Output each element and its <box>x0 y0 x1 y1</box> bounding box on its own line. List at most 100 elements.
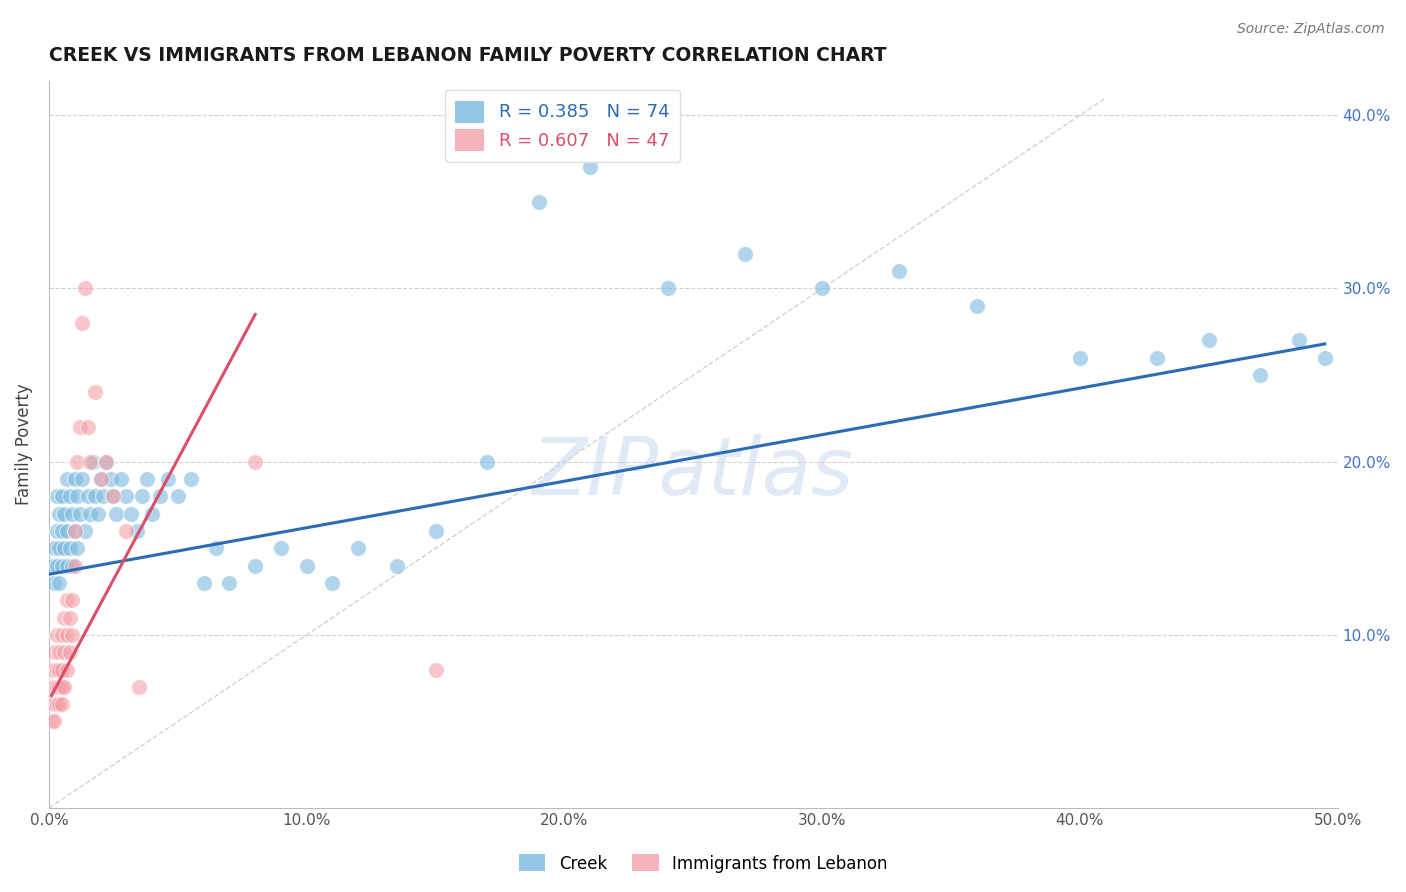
Point <box>42 680 65 694</box>
Point <box>45 628 67 642</box>
Point <box>193 576 215 591</box>
Point <box>51 524 73 538</box>
Point <box>41 697 63 711</box>
Point <box>73 524 96 538</box>
Point <box>56 593 79 607</box>
Point <box>51 489 73 503</box>
Point <box>63 558 86 573</box>
Legend: Creek, Immigrants from Lebanon: Creek, Immigrants from Lebanon <box>512 847 894 880</box>
Point <box>72 472 94 486</box>
Point <box>48 697 70 711</box>
Point <box>56 558 79 573</box>
Point <box>56 663 79 677</box>
Point <box>69 507 91 521</box>
Point <box>128 680 150 694</box>
Point <box>141 507 163 521</box>
Point <box>94 455 117 469</box>
Point <box>56 472 79 486</box>
Point <box>156 472 179 486</box>
Point <box>100 472 122 486</box>
Point <box>347 541 370 556</box>
Point <box>76 420 98 434</box>
Point <box>115 489 138 503</box>
Point <box>41 558 63 573</box>
Point <box>91 489 114 503</box>
Point <box>385 558 408 573</box>
Point <box>56 628 79 642</box>
Text: ZIPatlas: ZIPatlas <box>533 434 855 513</box>
Point <box>60 507 83 521</box>
Point <box>58 541 80 556</box>
Point <box>131 489 153 503</box>
Point <box>180 472 202 486</box>
Point <box>734 247 756 261</box>
Text: CREEK VS IMMIGRANTS FROM LEBANON FAMILY POVERTY CORRELATION CHART: CREEK VS IMMIGRANTS FROM LEBANON FAMILY … <box>49 46 887 65</box>
Point <box>48 645 70 659</box>
Point <box>51 680 73 694</box>
Point <box>218 576 240 591</box>
Point <box>84 385 107 400</box>
Point <box>103 489 125 503</box>
Point <box>48 541 70 556</box>
Point <box>63 524 86 538</box>
Point <box>166 489 188 503</box>
Point <box>115 524 138 538</box>
Point <box>425 663 447 677</box>
Point <box>104 507 127 521</box>
Point <box>1198 334 1220 348</box>
Point <box>76 489 98 503</box>
Point <box>58 610 80 624</box>
Point <box>135 472 157 486</box>
Point <box>63 524 86 538</box>
Point <box>527 194 550 209</box>
Point <box>45 558 67 573</box>
Point <box>53 610 76 624</box>
Point <box>51 558 73 573</box>
Point <box>243 455 266 469</box>
Point <box>53 680 76 694</box>
Point <box>63 472 86 486</box>
Point <box>243 558 266 573</box>
Point <box>56 524 79 538</box>
Point <box>1249 368 1271 383</box>
Point <box>48 680 70 694</box>
Point <box>321 576 343 591</box>
Point <box>42 697 65 711</box>
Point <box>72 316 94 330</box>
Point <box>41 680 63 694</box>
Point <box>45 680 67 694</box>
Point <box>966 299 988 313</box>
Point <box>205 541 228 556</box>
Point <box>103 489 125 503</box>
Point <box>42 576 65 591</box>
Point <box>51 663 73 677</box>
Point <box>51 628 73 642</box>
Point <box>1313 351 1336 365</box>
Point <box>41 714 63 729</box>
Legend: R = 0.385   N = 74, R = 0.607   N = 47: R = 0.385 N = 74, R = 0.607 N = 47 <box>444 90 681 161</box>
Point <box>45 489 67 503</box>
Point <box>657 281 679 295</box>
Point <box>45 524 67 538</box>
Point <box>66 455 89 469</box>
Point <box>60 628 83 642</box>
Point <box>149 489 172 503</box>
Y-axis label: Family Poverty: Family Poverty <box>15 384 32 505</box>
Point <box>295 558 318 573</box>
Point <box>42 663 65 677</box>
Point <box>42 714 65 729</box>
Point <box>82 455 104 469</box>
Point <box>45 663 67 677</box>
Point <box>889 264 911 278</box>
Point <box>53 541 76 556</box>
Point <box>79 507 101 521</box>
Point <box>60 558 83 573</box>
Point <box>69 420 91 434</box>
Point <box>48 663 70 677</box>
Point <box>89 472 111 486</box>
Point <box>89 472 111 486</box>
Point <box>53 645 76 659</box>
Point <box>425 524 447 538</box>
Point <box>66 489 89 503</box>
Point <box>579 161 602 175</box>
